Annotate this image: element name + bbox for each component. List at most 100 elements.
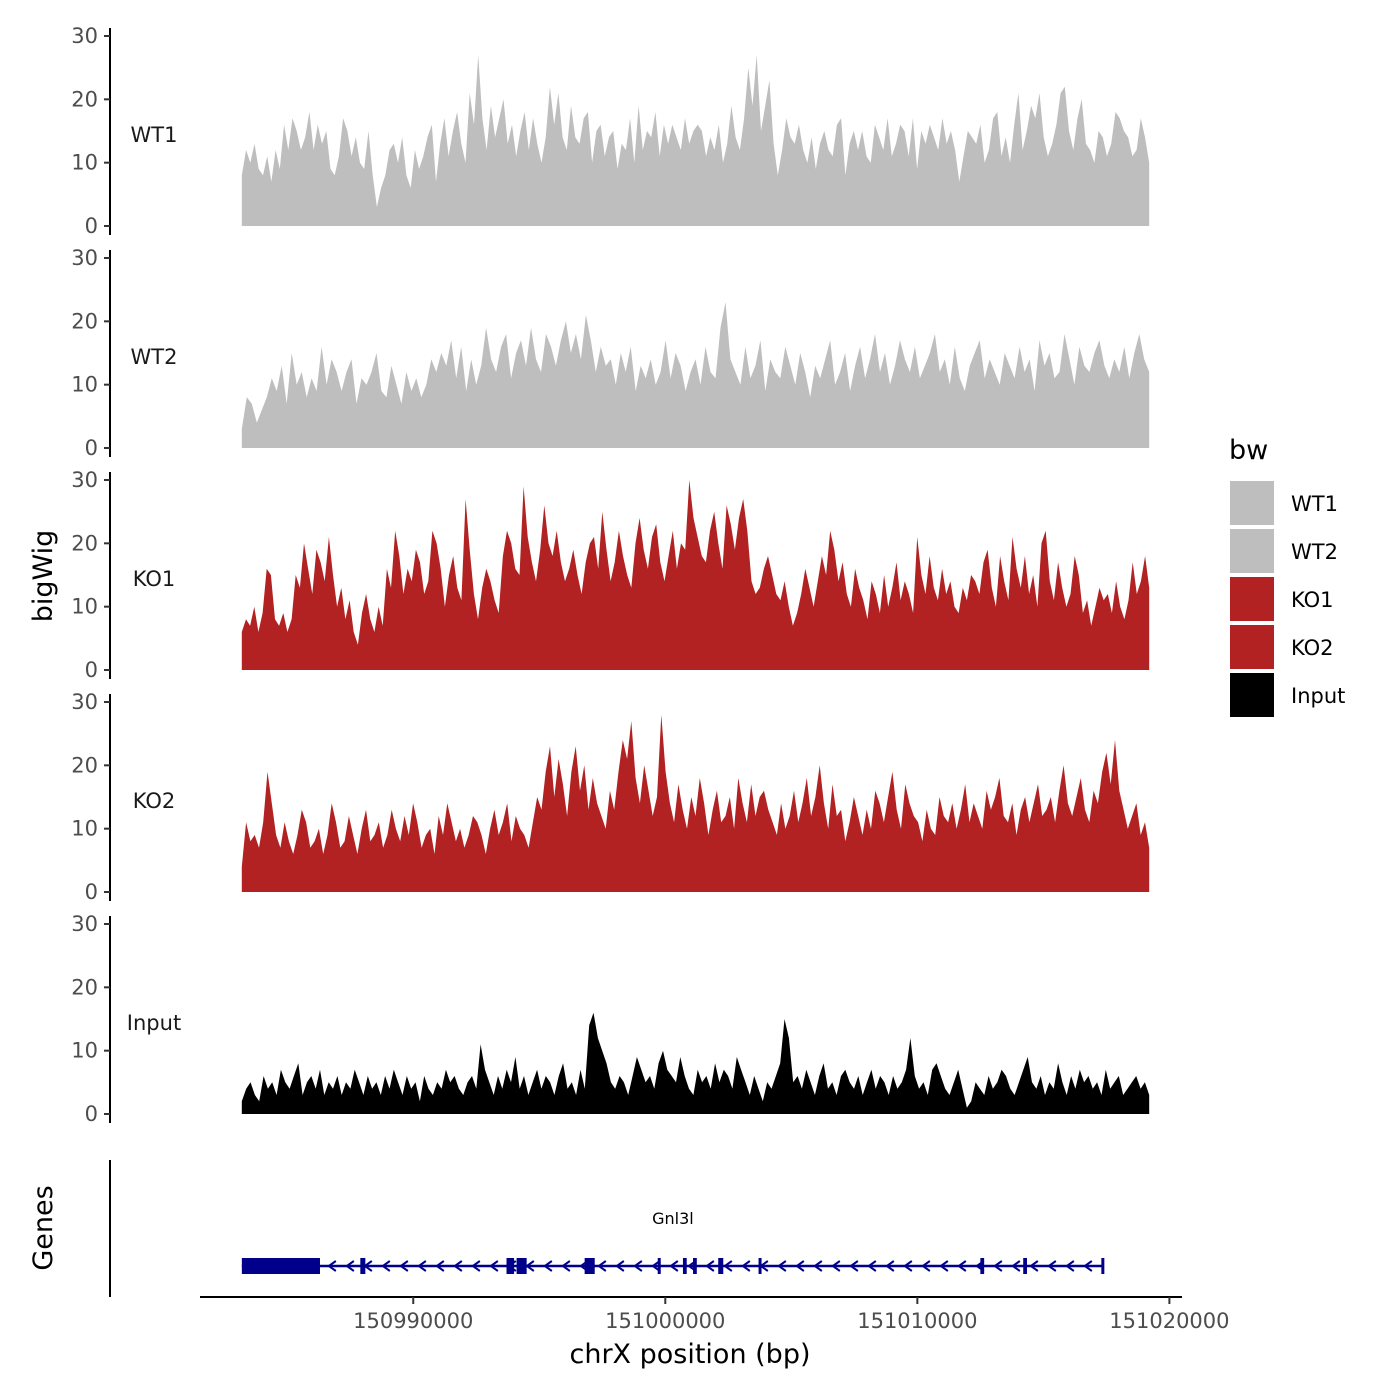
gene-strand-arrow xyxy=(669,1260,679,1272)
gene-strand-arrow xyxy=(327,1260,337,1272)
genes-axis-title: Genes xyxy=(28,1185,59,1270)
gene-exon xyxy=(516,1258,527,1274)
track-label-ko2: KO2 xyxy=(133,789,176,813)
gene-strand-arrow xyxy=(1065,1260,1075,1272)
gene-strand-arrow xyxy=(939,1260,949,1272)
gene-strand-arrow xyxy=(489,1260,499,1272)
gene-strand-arrow xyxy=(867,1260,877,1272)
y-ticks-input: 0 10 20 30 xyxy=(71,912,110,1126)
y-ticks-ko1: 0 10 20 30 xyxy=(71,468,110,682)
gene-exon xyxy=(360,1258,366,1274)
gene-strand-arrow xyxy=(651,1260,661,1272)
y-tick-label-wt1-0: 0 xyxy=(85,214,98,238)
gene-strand-arrow xyxy=(561,1260,571,1272)
y-tick-label-ko1-10: 10 xyxy=(71,595,98,619)
gene-strand-arrow xyxy=(417,1260,427,1272)
x-tick-label-151000000: 151000000 xyxy=(605,1309,725,1333)
gene-exon xyxy=(506,1258,515,1274)
gene-strand-arrow xyxy=(597,1260,607,1272)
gene-strand-arrow xyxy=(525,1260,535,1272)
gene-strand-arrow xyxy=(1083,1260,1093,1272)
gene-model xyxy=(241,1258,1105,1274)
gene-strand-arrow xyxy=(1011,1260,1021,1272)
legend-label-wt1: WT1 xyxy=(1291,492,1338,516)
legend-swatch-wt2 xyxy=(1228,527,1276,575)
gene-strand-arrow xyxy=(723,1260,733,1272)
genes-panel: Genes Gnl3l xyxy=(28,1160,1105,1297)
gene-exon xyxy=(1023,1258,1027,1274)
y-tick-label-ko2-10: 10 xyxy=(71,817,98,841)
y-tick-label-ko1-20: 20 xyxy=(71,531,98,555)
legend-swatch-ko1 xyxy=(1228,575,1276,623)
gene-strand-arrow xyxy=(903,1260,913,1272)
y-ticks-ko2: 0 10 20 30 xyxy=(71,690,110,904)
track-ko2: 0 10 20 30 KO2 xyxy=(71,690,1150,904)
gene-strand-arrow xyxy=(1047,1260,1057,1272)
gene-strand-arrow xyxy=(705,1260,715,1272)
y-ticks-wt1: 0 10 20 30 xyxy=(71,24,110,238)
gene-exon xyxy=(693,1258,697,1274)
y-tick-label-wt1-30: 30 xyxy=(71,24,98,48)
gene-exon xyxy=(682,1258,687,1274)
legend-title: bw xyxy=(1229,435,1268,466)
gene-strand-arrow xyxy=(849,1260,859,1272)
gene-exon xyxy=(584,1258,595,1274)
track-area-wt2 xyxy=(241,302,1150,448)
legend-swatch-ko2 xyxy=(1228,623,1276,671)
gene-strand-arrow xyxy=(543,1260,553,1272)
y-tick-label-ko1-30: 30 xyxy=(71,468,98,492)
gene-strand-arrow xyxy=(1029,1260,1039,1272)
x-axis-title: chrX position (bp) xyxy=(569,1339,810,1370)
gene-strand-arrow xyxy=(345,1260,355,1272)
gene-strand-arrow xyxy=(831,1260,841,1272)
legend-label-wt2: WT2 xyxy=(1291,540,1338,564)
legend-swatch-wt1 xyxy=(1228,479,1276,527)
gene-strand-arrow xyxy=(453,1260,463,1272)
track-area-input xyxy=(241,1012,1150,1114)
gene-strand-arrow xyxy=(993,1260,1003,1272)
legend-label-ko2: KO2 xyxy=(1291,636,1334,660)
gene-exon xyxy=(980,1258,985,1274)
gene-strand-arrow xyxy=(741,1260,751,1272)
x-axis: 150990000 151000000 151010000 151020000 chr… xyxy=(200,1296,1230,1370)
legend-swatch-input xyxy=(1228,671,1276,719)
gene-exon xyxy=(1101,1258,1105,1274)
gene-exon xyxy=(718,1258,724,1274)
gene-strand-arrow xyxy=(885,1260,895,1272)
y-tick-label-wt2-0: 0 xyxy=(85,436,98,460)
track-wt1: 0 10 20 30 WT1 xyxy=(71,24,1150,238)
y-ticks-wt2: 0 10 20 30 xyxy=(71,246,110,460)
gene-strand-arrow xyxy=(435,1260,445,1272)
gene-exon xyxy=(657,1258,661,1274)
track-area-wt1 xyxy=(241,55,1150,226)
x-ticks: 150990000 151000000 151010000 151020000 xyxy=(353,1297,1230,1333)
gene-label: Gnl3l xyxy=(652,1209,694,1228)
gene-strand-arrow xyxy=(957,1260,967,1272)
y-tick-label-wt2-20: 20 xyxy=(71,309,98,333)
y-tick-label-ko2-30: 30 xyxy=(71,690,98,714)
y-tick-label-input-0: 0 xyxy=(85,1102,98,1126)
y-axis-title: bigWig xyxy=(28,530,59,623)
gene-exon xyxy=(758,1258,762,1274)
y-tick-label-input-20: 20 xyxy=(71,975,98,999)
track-area-ko1 xyxy=(241,480,1150,670)
gene-strand-arrow xyxy=(921,1260,931,1272)
y-tick-label-input-30: 30 xyxy=(71,912,98,936)
gene-strand-arrow xyxy=(381,1260,391,1272)
track-wt2: 0 10 20 30 WT2 xyxy=(71,246,1150,460)
gene-strand-arrow xyxy=(633,1260,643,1272)
track-ko1: 0 10 20 30 KO1 xyxy=(71,468,1150,682)
y-tick-label-input-10: 10 xyxy=(71,1039,98,1063)
gene-strand-arrow xyxy=(813,1260,823,1272)
gene-strand-arrow xyxy=(399,1260,409,1272)
gene-exon xyxy=(241,1258,320,1274)
track-label-input: Input xyxy=(127,1011,181,1035)
track-label-ko1: KO1 xyxy=(133,567,176,591)
gene-strand-arrow xyxy=(795,1260,805,1272)
x-tick-label-150990000: 150990000 xyxy=(353,1309,473,1333)
track-label-wt2: WT2 xyxy=(131,345,178,369)
y-tick-label-wt2-10: 10 xyxy=(71,373,98,397)
legend-label-input: Input xyxy=(1291,684,1345,708)
track-input: 0 10 20 30 Input xyxy=(71,912,1150,1126)
